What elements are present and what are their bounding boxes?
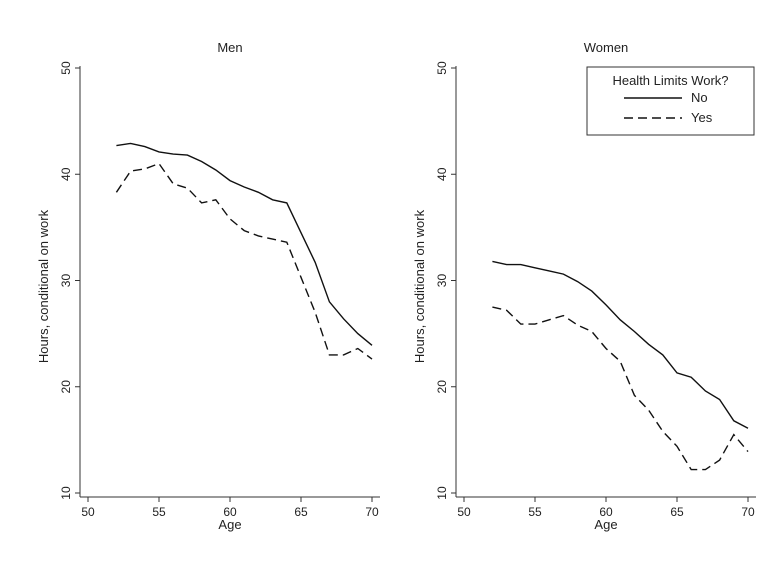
x-tick-label-0-0: 50 — [81, 505, 95, 519]
x-axis-title-0: Age — [218, 517, 241, 532]
y-tick-label-0-2: 30 — [59, 274, 73, 288]
panel-title-0: Men — [217, 40, 242, 55]
x-tick-label-0-2: 60 — [223, 505, 237, 519]
y-axis-title-1: Hours, conditional on work — [412, 209, 427, 363]
y-tick-label-0-3: 40 — [59, 167, 73, 181]
series-line-1-yes — [492, 306, 749, 471]
series-line-1-no — [492, 260, 749, 429]
x-tick-label-0-1: 55 — [152, 505, 166, 519]
legend-label-yes: Yes — [691, 110, 713, 125]
x-tick-label-1-3: 65 — [670, 505, 684, 519]
panel-title-1: Women — [584, 40, 629, 55]
x-tick-label-1-0: 50 — [457, 505, 471, 519]
y-tick-label-1-2: 30 — [435, 274, 449, 288]
x-tick-label-1-1: 55 — [528, 505, 542, 519]
x-tick-label-0-3: 65 — [294, 505, 308, 519]
x-axis-title-1: Age — [594, 517, 617, 532]
series-line-0-no — [116, 142, 373, 346]
y-tick-label-0-1: 20 — [59, 380, 73, 394]
legend-title: Health Limits Work? — [612, 73, 728, 88]
y-tick-label-1-4: 50 — [435, 61, 449, 75]
y-tick-label-0-0: 10 — [59, 486, 73, 500]
series-line-0-yes — [115, 162, 373, 360]
x-tick-label-0-4: 70 — [365, 505, 379, 519]
y-tick-label-1-3: 40 — [435, 167, 449, 181]
y-axis-title-0: Hours, conditional on work — [36, 209, 51, 363]
y-tick-label-1-0: 10 — [435, 486, 449, 500]
x-tick-label-1-2: 60 — [599, 505, 613, 519]
y-tick-label-1-1: 20 — [435, 380, 449, 394]
y-tick-label-0-4: 50 — [59, 61, 73, 75]
legend-label-no: No — [691, 90, 708, 105]
legend-box — [586, 66, 755, 136]
x-tick-label-1-4: 70 — [741, 505, 755, 519]
